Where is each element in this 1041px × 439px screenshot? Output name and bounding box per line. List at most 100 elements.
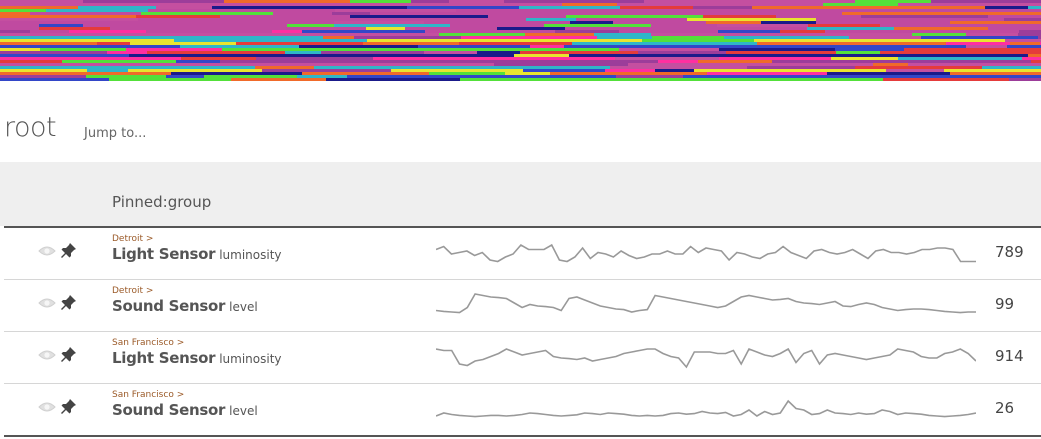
eye-icon[interactable] <box>38 297 56 309</box>
banner-segment <box>951 78 1009 81</box>
banner-segment <box>0 78 109 81</box>
banner-segment <box>449 0 504 3</box>
sensor-row[interactable]: San Francisco > Light Sensor luminosity 914 <box>4 332 1041 384</box>
banner-segment <box>107 51 147 54</box>
banner-segment <box>350 15 488 18</box>
banner-stripe <box>0 24 1041 27</box>
color-stripe-banner <box>0 0 1041 82</box>
banner-segment <box>180 45 299 48</box>
banner-segment <box>985 6 1028 9</box>
banner-segment <box>526 18 576 21</box>
banner-segment <box>544 24 651 27</box>
sensor-row[interactable]: San Francisco > Sound Sensor level 26 <box>4 384 1041 437</box>
banner-segment <box>860 6 985 9</box>
banner-segment <box>821 6 860 9</box>
banner-segment <box>836 51 880 54</box>
current-value: 789 <box>995 243 1024 261</box>
banner-stripe <box>0 66 1041 69</box>
banner-segment <box>429 72 505 75</box>
banner-segment <box>505 72 550 75</box>
banner-segment <box>807 27 894 30</box>
banner-stripe <box>0 3 1041 6</box>
banner-segment <box>407 6 519 9</box>
banner-segment <box>366 27 405 30</box>
location-link[interactable]: San Francisco > <box>112 390 185 400</box>
current-value: 26 <box>995 399 1015 417</box>
banner-segment <box>616 75 683 78</box>
pin-icon[interactable] <box>60 294 77 311</box>
jump-to-link[interactable]: Jump to... <box>84 126 147 141</box>
page-header: root Jump to... <box>0 112 1041 152</box>
sensor-row[interactable]: Detroit > Sound Sensor level 99 <box>4 280 1041 332</box>
banner-segment <box>212 6 271 9</box>
eye-icon[interactable] <box>38 349 56 361</box>
banner-segment <box>717 24 808 27</box>
eye-icon[interactable] <box>38 401 56 413</box>
banner-segment <box>0 30 30 33</box>
banner-segment <box>655 69 694 72</box>
banner-segment <box>703 15 776 18</box>
banner-segment <box>334 21 424 24</box>
banner-segment <box>970 12 1041 15</box>
banner-segment <box>638 51 726 54</box>
banner-segment <box>39 27 110 30</box>
banner-segment <box>0 75 86 78</box>
sensor-metric: level <box>229 300 258 314</box>
banner-segment <box>0 18 138 21</box>
banner-segment <box>831 57 898 60</box>
banner-segment <box>855 0 931 3</box>
banner-stripe <box>0 51 1041 54</box>
pin-icon[interactable] <box>60 242 77 259</box>
sensor-name-text: Light Sensor <box>112 245 216 263</box>
banner-segment <box>285 51 321 54</box>
sensor-name: Sound Sensor level <box>112 297 258 315</box>
banner-segment <box>530 45 564 48</box>
sensor-name-text: Light Sensor <box>112 349 216 367</box>
current-value: 99 <box>995 295 1015 313</box>
banner-segment <box>483 57 615 60</box>
banner-segment <box>224 0 350 3</box>
banner-stripe <box>0 54 1041 57</box>
banner-segment <box>842 12 970 15</box>
banner-segment <box>418 45 530 48</box>
banner-segment <box>0 54 129 57</box>
sparkline-path <box>436 243 976 263</box>
banner-segment <box>171 72 302 75</box>
pin-icon[interactable] <box>60 398 77 415</box>
banner-segment <box>39 24 83 27</box>
banner-segment <box>752 6 821 9</box>
sparkline-path <box>436 293 976 314</box>
banner-segment <box>718 30 780 33</box>
sensor-row[interactable]: Detroit > Light Sensor luminosity 789 <box>4 228 1041 280</box>
banner-segment <box>439 33 525 36</box>
banner-segment <box>297 75 347 78</box>
sparkline <box>436 243 976 263</box>
banner-segment <box>555 30 619 33</box>
pin-icon[interactable] <box>60 346 77 363</box>
banner-segment <box>326 78 460 81</box>
banner-segment <box>780 30 825 33</box>
eye-icon[interactable] <box>38 245 56 257</box>
banner-stripe <box>0 12 1041 15</box>
banner-segment <box>354 36 461 39</box>
banner-segment <box>652 36 724 39</box>
banner-segment <box>1018 33 1041 36</box>
banner-segment <box>1028 54 1041 57</box>
group-title: Pinned:group <box>112 193 212 211</box>
banner-stripe <box>0 18 1041 21</box>
banner-segment <box>523 69 605 72</box>
banner-segment <box>849 36 921 39</box>
location-link[interactable]: San Francisco > <box>112 338 185 348</box>
banner-segment <box>126 48 222 51</box>
location-link[interactable]: Detroit > <box>112 234 154 244</box>
banner-segment <box>570 21 613 24</box>
banner-stripe <box>0 75 1041 78</box>
banner-segment <box>132 63 253 66</box>
banner-segment <box>823 3 898 6</box>
sparkline <box>436 293 976 314</box>
location-link[interactable]: Detroit > <box>112 286 154 296</box>
page-title: root <box>4 112 57 143</box>
banner-segment <box>236 42 363 45</box>
banner-segment <box>334 24 450 27</box>
banner-segment <box>181 57 256 60</box>
